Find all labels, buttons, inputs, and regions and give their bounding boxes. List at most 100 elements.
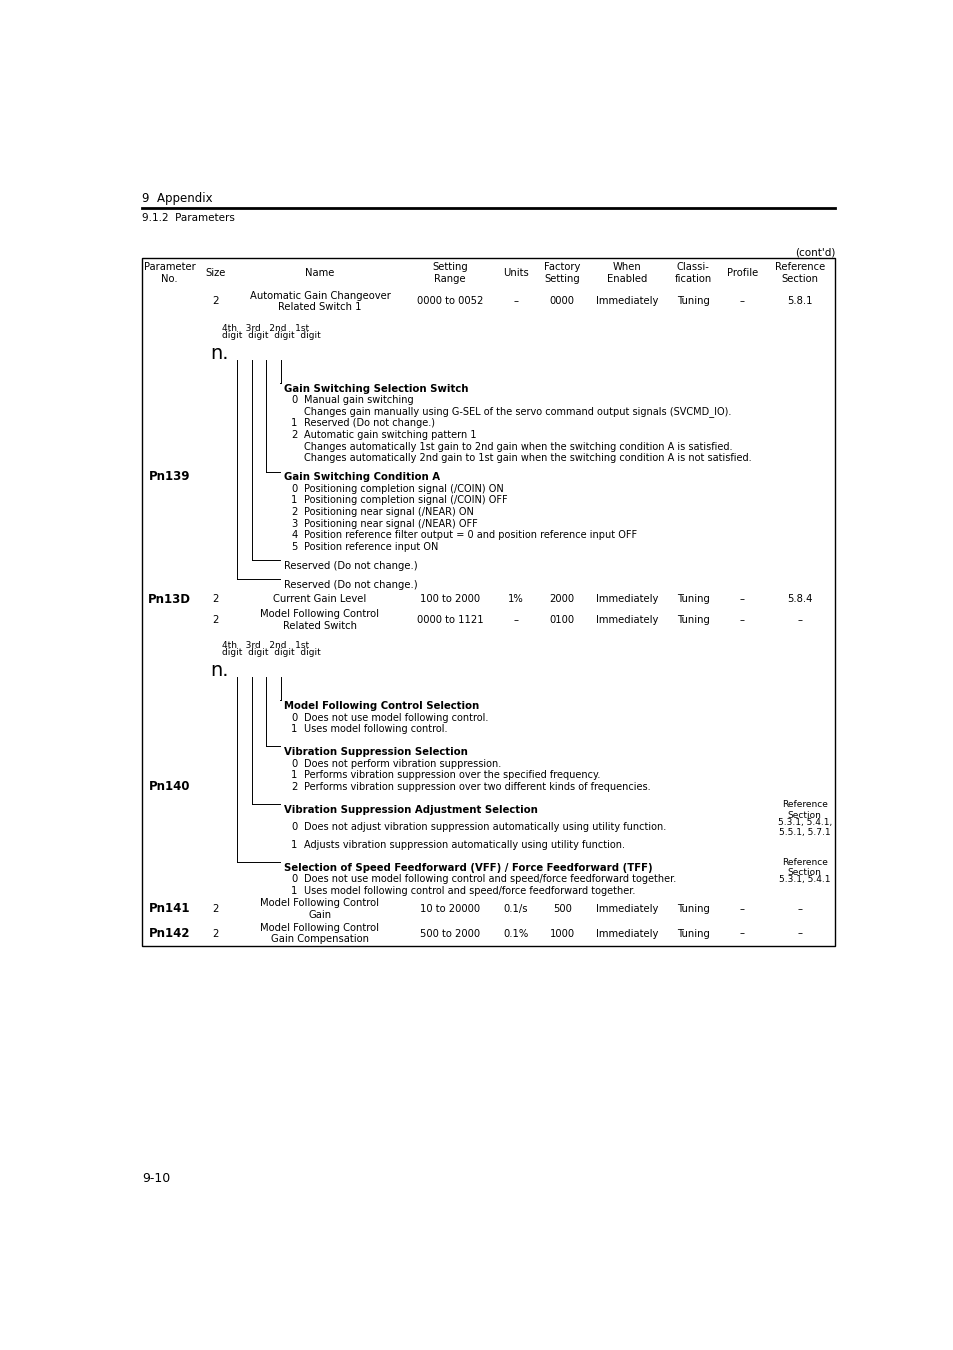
Text: –: –	[797, 904, 801, 914]
Bar	[274, 664, 287, 678]
Bar	[142, 608, 196, 632]
Bar	[587, 591, 666, 608]
Text: 0100: 0100	[549, 616, 574, 625]
Bar	[280, 769, 833, 782]
Text: Reserved (Do not change.): Reserved (Do not change.)	[303, 418, 435, 428]
Text: 3: 3	[291, 518, 297, 528]
Bar	[406, 921, 494, 946]
Bar	[280, 701, 833, 711]
Text: (cont'd): (cont'd)	[794, 248, 835, 258]
Text: 0.1/s: 0.1/s	[503, 904, 527, 914]
Bar	[280, 560, 833, 571]
Bar	[537, 288, 587, 316]
Bar	[406, 288, 494, 316]
Text: Pn142: Pn142	[149, 927, 191, 940]
Text: Selection of Speed Feedforward (VFF) / Force Feedforward (TFF): Selection of Speed Feedforward (VFF) / F…	[284, 863, 652, 872]
Text: 0000: 0000	[549, 297, 574, 306]
Text: Changes automatically 1st gain to 2nd gain when the switching condition A is sat: Changes automatically 1st gain to 2nd ga…	[303, 441, 732, 451]
Bar	[666, 921, 720, 946]
Bar	[587, 288, 666, 316]
Bar	[764, 921, 835, 946]
Text: –: –	[740, 616, 744, 625]
Text: –: –	[797, 929, 801, 938]
Bar	[233, 896, 406, 921]
Bar	[775, 886, 833, 896]
Bar	[280, 471, 833, 483]
Text: 0: 0	[291, 759, 297, 768]
Text: 500 to 2000: 500 to 2000	[419, 929, 479, 938]
Text: Model Following Control
Gain Compensation: Model Following Control Gain Compensatio…	[260, 923, 379, 945]
Text: When
Enabled: When Enabled	[606, 262, 646, 284]
Text: Immediately: Immediately	[595, 929, 658, 938]
Text: 2: 2	[212, 594, 218, 605]
Text: Pn141: Pn141	[149, 902, 191, 915]
Bar	[196, 921, 233, 946]
Bar	[280, 838, 775, 850]
Text: –: –	[740, 929, 744, 938]
Text: Performs vibration suppression over the specified frequency.: Performs vibration suppression over the …	[303, 771, 599, 780]
Text: 5.8.1: 5.8.1	[786, 297, 812, 306]
Text: 0: 0	[291, 483, 297, 494]
Text: 2: 2	[212, 904, 218, 914]
Bar	[233, 921, 406, 946]
Text: Positioning completion signal (/COIN) OFF: Positioning completion signal (/COIN) OF…	[303, 495, 507, 505]
Bar	[775, 838, 833, 850]
Bar	[280, 815, 775, 838]
Text: Positioning completion signal (/COIN) ON: Positioning completion signal (/COIN) ON	[303, 483, 503, 494]
Bar	[494, 896, 537, 921]
Bar	[587, 896, 666, 921]
Bar	[666, 258, 720, 288]
Bar	[587, 258, 666, 288]
Bar	[764, 896, 835, 921]
Bar	[537, 258, 587, 288]
Bar	[142, 316, 196, 639]
Text: digit  digit  digit  digit: digit digit digit digit	[221, 331, 320, 340]
Text: Pn13D: Pn13D	[148, 593, 191, 606]
Text: Current Gain Level: Current Gain Level	[274, 594, 366, 605]
Bar	[280, 506, 833, 518]
Bar	[764, 591, 835, 608]
Bar	[537, 896, 587, 921]
Bar	[280, 529, 833, 541]
Text: Gain Switching Condition A: Gain Switching Condition A	[284, 472, 440, 482]
Text: –: –	[797, 616, 801, 625]
Text: n.: n.	[211, 344, 229, 363]
Text: Tuning: Tuning	[676, 904, 709, 914]
Bar	[537, 591, 587, 608]
Text: Immediately: Immediately	[595, 594, 658, 605]
Text: 1: 1	[291, 886, 297, 896]
Text: Vibration Suppression Adjustment Selection: Vibration Suppression Adjustment Selecti…	[284, 805, 537, 815]
Text: Reserved (Do not change.): Reserved (Do not change.)	[284, 560, 417, 571]
Text: Reference
Section: Reference Section	[781, 801, 827, 819]
Text: 4th   3rd   2nd   1st: 4th 3rd 2nd 1st	[221, 641, 309, 651]
Bar	[280, 494, 833, 506]
Bar	[196, 316, 835, 639]
Bar	[233, 591, 406, 608]
Bar	[231, 347, 243, 360]
Text: –: –	[513, 616, 517, 625]
Text: 1: 1	[291, 724, 297, 734]
Bar	[196, 258, 233, 288]
Bar	[280, 747, 833, 757]
Text: 0000 to 0052: 0000 to 0052	[416, 297, 483, 306]
Bar	[280, 483, 833, 494]
Bar	[196, 288, 233, 316]
Text: 4: 4	[291, 531, 297, 540]
Bar	[142, 921, 196, 946]
Text: 1: 1	[291, 771, 297, 780]
Bar	[720, 288, 764, 316]
Text: Name: Name	[305, 267, 335, 278]
Text: Changes gain manually using G-SEL of the servo command output signals (SVCMD_IO): Changes gain manually using G-SEL of the…	[303, 406, 730, 417]
Text: 5: 5	[291, 541, 297, 552]
Text: Pn139: Pn139	[149, 470, 191, 483]
Text: 1%: 1%	[507, 594, 523, 605]
Text: 9  Appendix: 9 Appendix	[142, 193, 213, 205]
Bar	[587, 921, 666, 946]
Bar	[245, 347, 257, 360]
Text: Profile: Profile	[726, 267, 758, 278]
Bar	[196, 632, 835, 941]
Text: Tuning: Tuning	[676, 929, 709, 938]
Bar	[142, 258, 835, 946]
Bar	[666, 288, 720, 316]
Text: Model Following Control
Gain: Model Following Control Gain	[260, 898, 379, 919]
